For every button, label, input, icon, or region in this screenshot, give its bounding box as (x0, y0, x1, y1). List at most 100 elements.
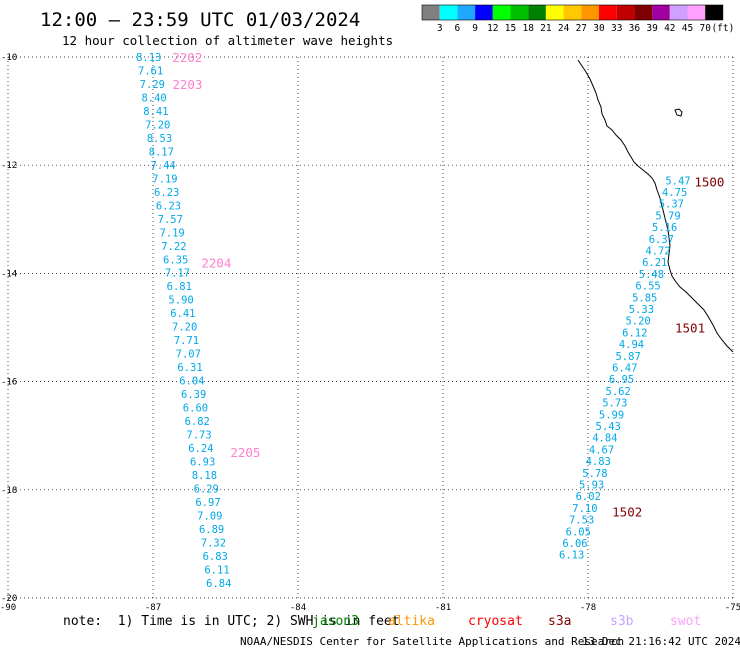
altimeter-track-west: 8.137.617.298.408.417.208.538.177.447.19… (136, 52, 231, 590)
colorbar-swatch (563, 5, 582, 20)
satellite-legend-item: swot (670, 614, 701, 629)
colorbar-label: 39 (646, 23, 658, 34)
colorbar-swatch (457, 5, 476, 20)
colorbar-label: 15 (505, 23, 516, 34)
wave-height-value: 4.84 (592, 433, 617, 445)
wave-height-value: 5.79 (655, 210, 680, 222)
wave-height-value: 4.72 (645, 246, 670, 258)
wave-height-value: 7.73 (186, 430, 211, 442)
longitude-label: -78 (580, 603, 596, 613)
wave-height-value: 7.71 (174, 335, 199, 347)
map-subtitle: 12 hour collection of altimeter wave hei… (62, 33, 393, 48)
wave-height-value: 6.93 (190, 457, 215, 469)
wave-height-value: 6.29 (194, 483, 219, 495)
wave-height-value: 6.23 (154, 187, 179, 199)
colorbar-swatch (669, 5, 688, 20)
wave-height-value: 6.81 (167, 281, 192, 293)
colorbar-label: 18 (522, 23, 534, 34)
wave-height-value: 7.44 (150, 160, 175, 172)
wave-height-value: 4.83 (586, 456, 611, 468)
wave-height-value: 6.39 (181, 389, 206, 401)
colorbar-swatch (475, 5, 493, 20)
wave-height-value: 6.31 (177, 362, 202, 374)
map-title: 12:00 – 23:59 UTC 01/03/2024 (40, 9, 360, 31)
wave-height-value: 7.20 (145, 119, 170, 131)
pass-label: 2202 (172, 50, 202, 65)
satellite-legend-item: altika (388, 614, 435, 629)
pass-label: 1502 (612, 504, 642, 519)
wave-height-value: 7.19 (152, 173, 177, 185)
footer-credit: NOAA/NESDIS Center for Satellite Applica… (240, 635, 624, 648)
latitude-label: -12 (1, 161, 17, 171)
colorbar-label: 3 (437, 23, 443, 34)
wave-height-value: 6.35 (163, 254, 188, 266)
colorbar-label: 24 (558, 23, 570, 34)
wave-height-value: 8.40 (141, 92, 166, 104)
wave-height-value: 6.84 (206, 578, 231, 590)
colorbar-label: 42 (664, 23, 675, 34)
longitude-label: -84 (290, 603, 306, 613)
wave-height-value: 4.67 (589, 444, 614, 456)
wave-height-value: 6.89 (199, 524, 224, 536)
colorbar-label: 21 (540, 23, 552, 34)
wave-height-value: 6.02 (576, 491, 601, 503)
wave-height-value: 5.93 (579, 480, 604, 492)
colorbar-swatch (599, 5, 617, 20)
colorbar-swatch (422, 5, 440, 20)
colorbar-swatch (705, 5, 723, 20)
wave-height-value: 6.55 (635, 281, 660, 293)
wave-height-value: 5.20 (625, 316, 650, 328)
longitude-label: -75 (725, 603, 740, 613)
longitude-label: -87 (145, 603, 161, 613)
colorbar-swatch (492, 5, 511, 20)
wave-height-value: 8.53 (147, 133, 172, 145)
wave-height-value: 5.47 (665, 175, 690, 187)
wave-height-value: 8.18 (192, 470, 217, 482)
colorbar-swatch (616, 5, 635, 20)
wave-height-value: 5.87 (615, 351, 640, 363)
wave-height-value: 8.17 (149, 146, 174, 158)
colorbar-label: 33 (611, 23, 622, 34)
colorbar-label: (ft) (711, 23, 734, 34)
longitude-label: -90 (0, 603, 16, 613)
wave-height-value: 5.73 (602, 398, 627, 410)
latitude-label: -14 (1, 269, 17, 279)
wave-height-value: 5.48 (639, 269, 664, 281)
colorbar-label: 36 (629, 23, 641, 34)
wave-height-value: 5.37 (659, 199, 684, 211)
colorbar-swatch (545, 5, 564, 20)
wave-height-value: 6.37 (649, 234, 674, 246)
wave-height-value: 6.11 (204, 564, 229, 576)
colorbar-frame (421, 4, 724, 21)
altimeter-track-east: 5.474.755.375.795.166.374.726.215.486.55… (559, 175, 691, 561)
pass-label: 2204 (201, 256, 231, 271)
wave-height-value: 6.60 (183, 403, 208, 415)
pass-label: 2205 (230, 445, 260, 460)
wave-height-value: 6.06 (562, 538, 587, 550)
wave-height-value: 5.78 (582, 468, 607, 480)
wave-height-value: 8.41 (143, 106, 168, 118)
colorbar-label: 45 (682, 23, 693, 34)
wave-height-value: 7.61 (138, 65, 163, 77)
wave-height-value: 5.90 (168, 295, 193, 307)
wave-height-value: 7.10 (572, 503, 597, 515)
wave-height-value: 6.21 (642, 257, 667, 269)
colorbar-swatch (581, 5, 599, 20)
satellite-legend: jason3 altika cryosat s3a s3b swot (312, 614, 701, 629)
wave-height-value: 6.13 (559, 550, 584, 562)
wave-height-value: 6.97 (195, 497, 220, 509)
wave-height-colorbar: 3 6 9 12 15 18 21 24 27 30 33 36 39 42 45 70 (ft) (421, 4, 734, 34)
wave-height-value: 7.20 (172, 322, 197, 334)
wave-height-value: 5.62 (606, 386, 631, 398)
wave-height-value: 7.17 (165, 268, 190, 280)
colorbar-label: 6 (455, 23, 461, 34)
latitude-label: -16 (1, 378, 17, 388)
latitude-label: -18 (1, 486, 17, 496)
satellite-legend-item: cryosat (468, 614, 523, 629)
lake-outline (674, 108, 683, 117)
wave-height-value: 7.07 (176, 349, 201, 361)
wave-height-value: 7.53 (569, 515, 594, 527)
map-grid: -10 -12 -14 -16 -18 -20-90 -87 -84 -81 -78 -75 (0, 53, 740, 613)
wave-height-value: 5.33 (629, 304, 654, 316)
